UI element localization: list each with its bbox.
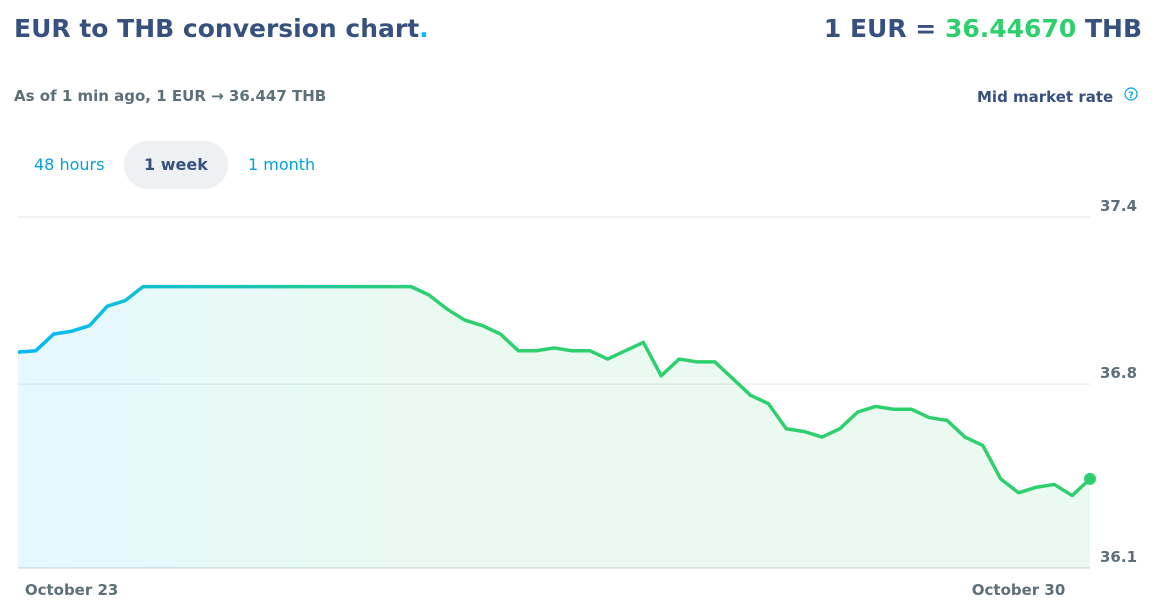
rate-value: 36.44670 (944, 14, 1077, 43)
y-tick-label: 37.4 (1100, 197, 1137, 215)
rate-suffix: THB (1084, 14, 1142, 43)
help-icon: ? (1128, 91, 1133, 101)
current-point (1084, 472, 1096, 485)
title-text: EUR to THB conversion chart (14, 14, 420, 43)
range-tab[interactable]: 1 week (124, 141, 228, 189)
rate-line (17, 284, 1092, 498)
rate: 1 EUR = 36.44670 THB (824, 14, 1142, 43)
title: EUR to THB conversion chart. (14, 14, 429, 43)
subtitle: As of 1 min ago, 1 EUR → 36.447 THB (14, 87, 327, 105)
area (18, 286, 1090, 568)
x-tick-label: October 30 (972, 581, 1066, 599)
legend-label: Mid market rate (977, 88, 1113, 106)
x-tick-label: October 23 (25, 581, 119, 599)
title-dot: . (419, 14, 429, 43)
rate-prefix: 1 EUR = (823, 14, 937, 43)
range-tab[interactable]: 48 hours (34, 155, 105, 174)
y-tick-label: 36.8 (1100, 364, 1137, 382)
range-tab[interactable]: 1 month (248, 155, 316, 174)
help-circle (1124, 87, 1138, 101)
y-tick-label: 36.1 (1100, 548, 1137, 566)
